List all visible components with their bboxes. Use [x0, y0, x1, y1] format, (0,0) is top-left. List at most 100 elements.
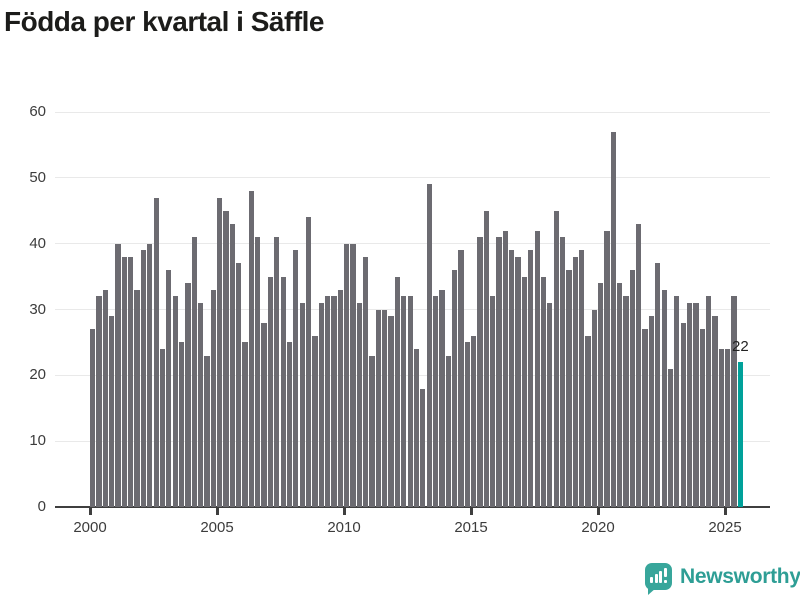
- bar-2018-Q3: [559, 237, 566, 507]
- y-axis-label-10: 10: [29, 432, 46, 450]
- bar-2006-Q3: [255, 237, 261, 507]
- x-axis-label-2005: 2005: [200, 519, 234, 536]
- x-axis-label-2000: 2000: [73, 519, 107, 536]
- bar-2020-Q2: [604, 230, 610, 507]
- icon-exclamation-dot: [663, 580, 667, 583]
- bar-2022-Q1: [648, 316, 655, 507]
- highlight-bar-value-label: 22: [732, 338, 749, 356]
- bar-2007-Q2: [274, 237, 280, 507]
- y-axis-label-50: 50: [29, 168, 46, 186]
- bar-2006-Q1: [242, 342, 248, 507]
- bar-2007-Q1: [267, 276, 274, 507]
- icon-bar-medium: [654, 574, 658, 583]
- bar-2023-Q4: [693, 302, 699, 507]
- bar-2014-Q2: [451, 270, 458, 507]
- bar-2022-Q3: [661, 289, 667, 507]
- bar-2009-Q2: [324, 296, 331, 507]
- x-axis-label-2010: 2010: [327, 519, 361, 536]
- bar-2015-Q3: [483, 210, 489, 507]
- bar-2011-Q3: [382, 309, 388, 507]
- bar-2000-Q3: [102, 289, 108, 507]
- bar-2008-Q4: [312, 335, 318, 507]
- bar-2018-Q2: [553, 210, 559, 507]
- bar-2005-Q2: [223, 210, 229, 507]
- x-axis-label-2025: 2025: [708, 519, 742, 536]
- bar-2004-Q3: [204, 355, 210, 507]
- icon-bar-tall: [659, 571, 662, 583]
- y-axis-label-20: 20: [29, 366, 46, 384]
- bar-2017-Q4: [540, 276, 547, 507]
- x-axis-tick-2015: [470, 508, 473, 515]
- bar-2021-Q4: [642, 329, 648, 507]
- bar-2010-Q2: [350, 243, 356, 507]
- x-axis-label-2015: 2015: [454, 519, 488, 536]
- bar-2012-Q1: [394, 276, 401, 507]
- bar-2007-Q4: [286, 342, 293, 507]
- bar-2002-Q1: [140, 250, 147, 507]
- bar-2014-Q4: [464, 342, 470, 507]
- bar-2011-Q2: [375, 309, 382, 507]
- y-axis-label-0: 0: [37, 498, 46, 515]
- bar-2003-Q1: [166, 270, 172, 507]
- bar-2008-Q3: [305, 217, 312, 507]
- bar-2004-Q2: [197, 302, 204, 507]
- bar-2003-Q3: [178, 342, 185, 507]
- bar-2021-Q3: [636, 223, 642, 507]
- bar-2006-Q2: [248, 191, 255, 507]
- bar-2004-Q4: [210, 289, 216, 507]
- bar-2000-Q2: [96, 296, 102, 507]
- bar-2023-Q3: [686, 302, 693, 507]
- bar-2020-Q4: [617, 283, 623, 507]
- bar-2015-Q1: [471, 335, 477, 507]
- x-axis-tick-2020: [597, 508, 600, 515]
- bar-2002-Q4: [159, 349, 166, 507]
- bar-2001-Q1: [115, 243, 121, 507]
- x-axis-tick-2000: [89, 508, 92, 515]
- bar-2016-Q3: [509, 250, 515, 507]
- bar-2020-Q1: [598, 283, 604, 507]
- bar-2016-Q4: [515, 256, 521, 507]
- bar-2010-Q1: [344, 243, 350, 507]
- bar-2001-Q4: [134, 289, 140, 507]
- bar-2000-Q1: [90, 329, 96, 507]
- bar-2002-Q2: [147, 243, 153, 507]
- bar-2004-Q1: [191, 237, 197, 507]
- bar-2024-Q3: [712, 316, 718, 507]
- y-axis-label-60: 60: [29, 103, 46, 120]
- bar-2020-Q3: [610, 131, 616, 507]
- bar-2016-Q1: [496, 237, 502, 507]
- bar-2003-Q2: [172, 296, 178, 507]
- icon-bar-small: [650, 577, 653, 583]
- bar-2014-Q1: [445, 355, 451, 507]
- bar-2024-Q1: [699, 329, 705, 507]
- bar-2007-Q3: [280, 276, 286, 507]
- bar-2012-Q4: [413, 349, 420, 507]
- bar-2024-Q4: [718, 349, 724, 507]
- bar-2000-Q4: [109, 316, 115, 507]
- bar-2001-Q3: [128, 256, 134, 507]
- gridline-50: [55, 177, 770, 179]
- bar-2011-Q1: [369, 355, 375, 507]
- bar-2025-Q1: [725, 349, 731, 507]
- bar-2017-Q2: [528, 250, 534, 507]
- newsworthy-chart-bubble-icon: [645, 563, 672, 595]
- bar-2005-Q1: [217, 197, 223, 507]
- bar-2011-Q4: [388, 316, 394, 507]
- bar-2019-Q1: [572, 256, 578, 507]
- x-axis-tick-2005: [216, 508, 219, 515]
- icon-exclamation-stem: [663, 568, 667, 577]
- bar-2023-Q2: [680, 322, 686, 507]
- bar-2017-Q3: [534, 230, 540, 507]
- bar-2013-Q4: [439, 289, 445, 507]
- bar-2014-Q3: [458, 250, 464, 507]
- gridline-60: [55, 111, 770, 113]
- bar-2005-Q4: [236, 263, 242, 507]
- bar-2024-Q2: [705, 296, 712, 507]
- bar-2019-Q3: [585, 335, 591, 507]
- bar-2018-Q1: [547, 302, 553, 507]
- bar-2025-Q3: [737, 362, 743, 507]
- bar-2019-Q2: [578, 250, 585, 507]
- bar-2001-Q2: [121, 256, 128, 507]
- bar-2015-Q4: [490, 296, 496, 507]
